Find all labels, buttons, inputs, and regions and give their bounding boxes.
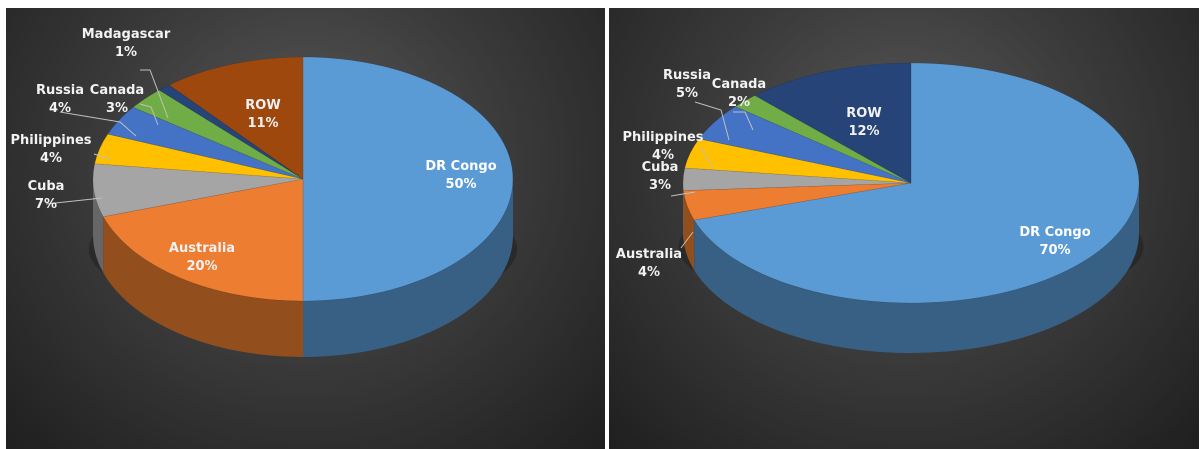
right-leader-russia <box>694 101 730 141</box>
right-slice-philippines <box>684 138 912 184</box>
left-slice-dr-congo <box>302 56 514 302</box>
left-label-philippines: Philippines <box>10 133 91 148</box>
left-slice-canada <box>132 89 304 180</box>
left-value-australia: 20% <box>186 259 217 274</box>
right-leader-cuba <box>670 191 696 197</box>
right-value-philippines: 4% <box>652 148 674 163</box>
left-value-canada: 3% <box>106 101 128 116</box>
right-value-cuba: 3% <box>649 178 671 193</box>
right-side-dr-congo <box>694 183 1139 353</box>
right-leader-philippines <box>700 147 714 169</box>
right-label-dr-congo: DR Congo <box>1019 225 1090 240</box>
left-slice-philippines <box>94 133 304 180</box>
left-side-australia <box>103 216 303 357</box>
right-label-australia: Australia <box>616 247 682 262</box>
right-slice-russia <box>698 106 912 184</box>
pie-chart-right-svg: DR Congo70%Australia4%Cuba3%Philippines4… <box>616 62 1144 353</box>
right-leader-australia <box>680 231 694 249</box>
right-value-row: 12% <box>848 124 879 139</box>
chart-divider <box>605 8 609 449</box>
pie-chart-right: DR Congo 70% Australia 4% Cuba 3% Philippines 4… <box>609 8 1199 449</box>
right-label-cuba: Cuba <box>642 160 679 175</box>
left-value-row: 11% <box>247 116 278 131</box>
left-slice-russia <box>107 106 304 180</box>
right-label-canada: Canada <box>712 77 766 92</box>
right-side-australia <box>683 190 695 271</box>
left-value-madagascar: 1% <box>115 45 137 60</box>
left-side-cuba <box>93 179 104 273</box>
left-value-russia: 4% <box>49 101 71 116</box>
right-slice-australia <box>683 182 912 221</box>
left-value-cuba: 7% <box>35 197 57 212</box>
left-leader-philippines <box>93 153 111 160</box>
left-label-madagascar: Madagascar <box>82 27 171 42</box>
right-value-dr-congo: 70% <box>1039 243 1070 258</box>
right-label-row: ROW <box>846 106 881 121</box>
left-label-dr-congo: DR Congo <box>425 159 496 174</box>
right-value-australia: 4% <box>638 265 660 280</box>
left-slice-row <box>168 56 304 180</box>
right-label-philippines: Philippines <box>622 130 703 145</box>
right-slice-canada <box>734 95 912 184</box>
left-side-dr-congo <box>303 179 513 357</box>
left-label-cuba: Cuba <box>28 179 65 194</box>
left-label-canada: Canada <box>90 83 144 98</box>
right-leader-canada <box>733 111 754 131</box>
left-slice-madagascar <box>158 84 304 180</box>
left-leader-russia <box>59 111 137 137</box>
left-value-philippines: 4% <box>40 151 62 166</box>
right-slice-dr-congo <box>693 62 1140 304</box>
left-slice-cuba <box>92 163 304 218</box>
right-value-russia: 5% <box>676 86 698 101</box>
left-leader-cuba <box>45 197 103 205</box>
left-label-russia: Russia <box>36 83 84 98</box>
left-leader-madagascar <box>140 69 169 119</box>
right-value-canada: 2% <box>728 95 750 110</box>
left-value-dr-congo: 50% <box>445 177 476 192</box>
left-label-australia: Australia <box>169 241 235 256</box>
left-label-row: ROW <box>245 98 280 113</box>
right-slice-cuba <box>682 167 912 191</box>
pie-chart-left: DR Congo 50% Australia 20% Cuba 7% Philippines… <box>6 8 605 449</box>
left-slice-australia <box>102 178 304 302</box>
right-slice-row <box>754 62 912 184</box>
left-leader-canada <box>139 103 159 126</box>
right-label-russia: Russia <box>663 68 711 83</box>
pie-chart-left-svg: DR Congo 50% Australia 20% Cuba 7% Philippines… <box>10 27 518 357</box>
